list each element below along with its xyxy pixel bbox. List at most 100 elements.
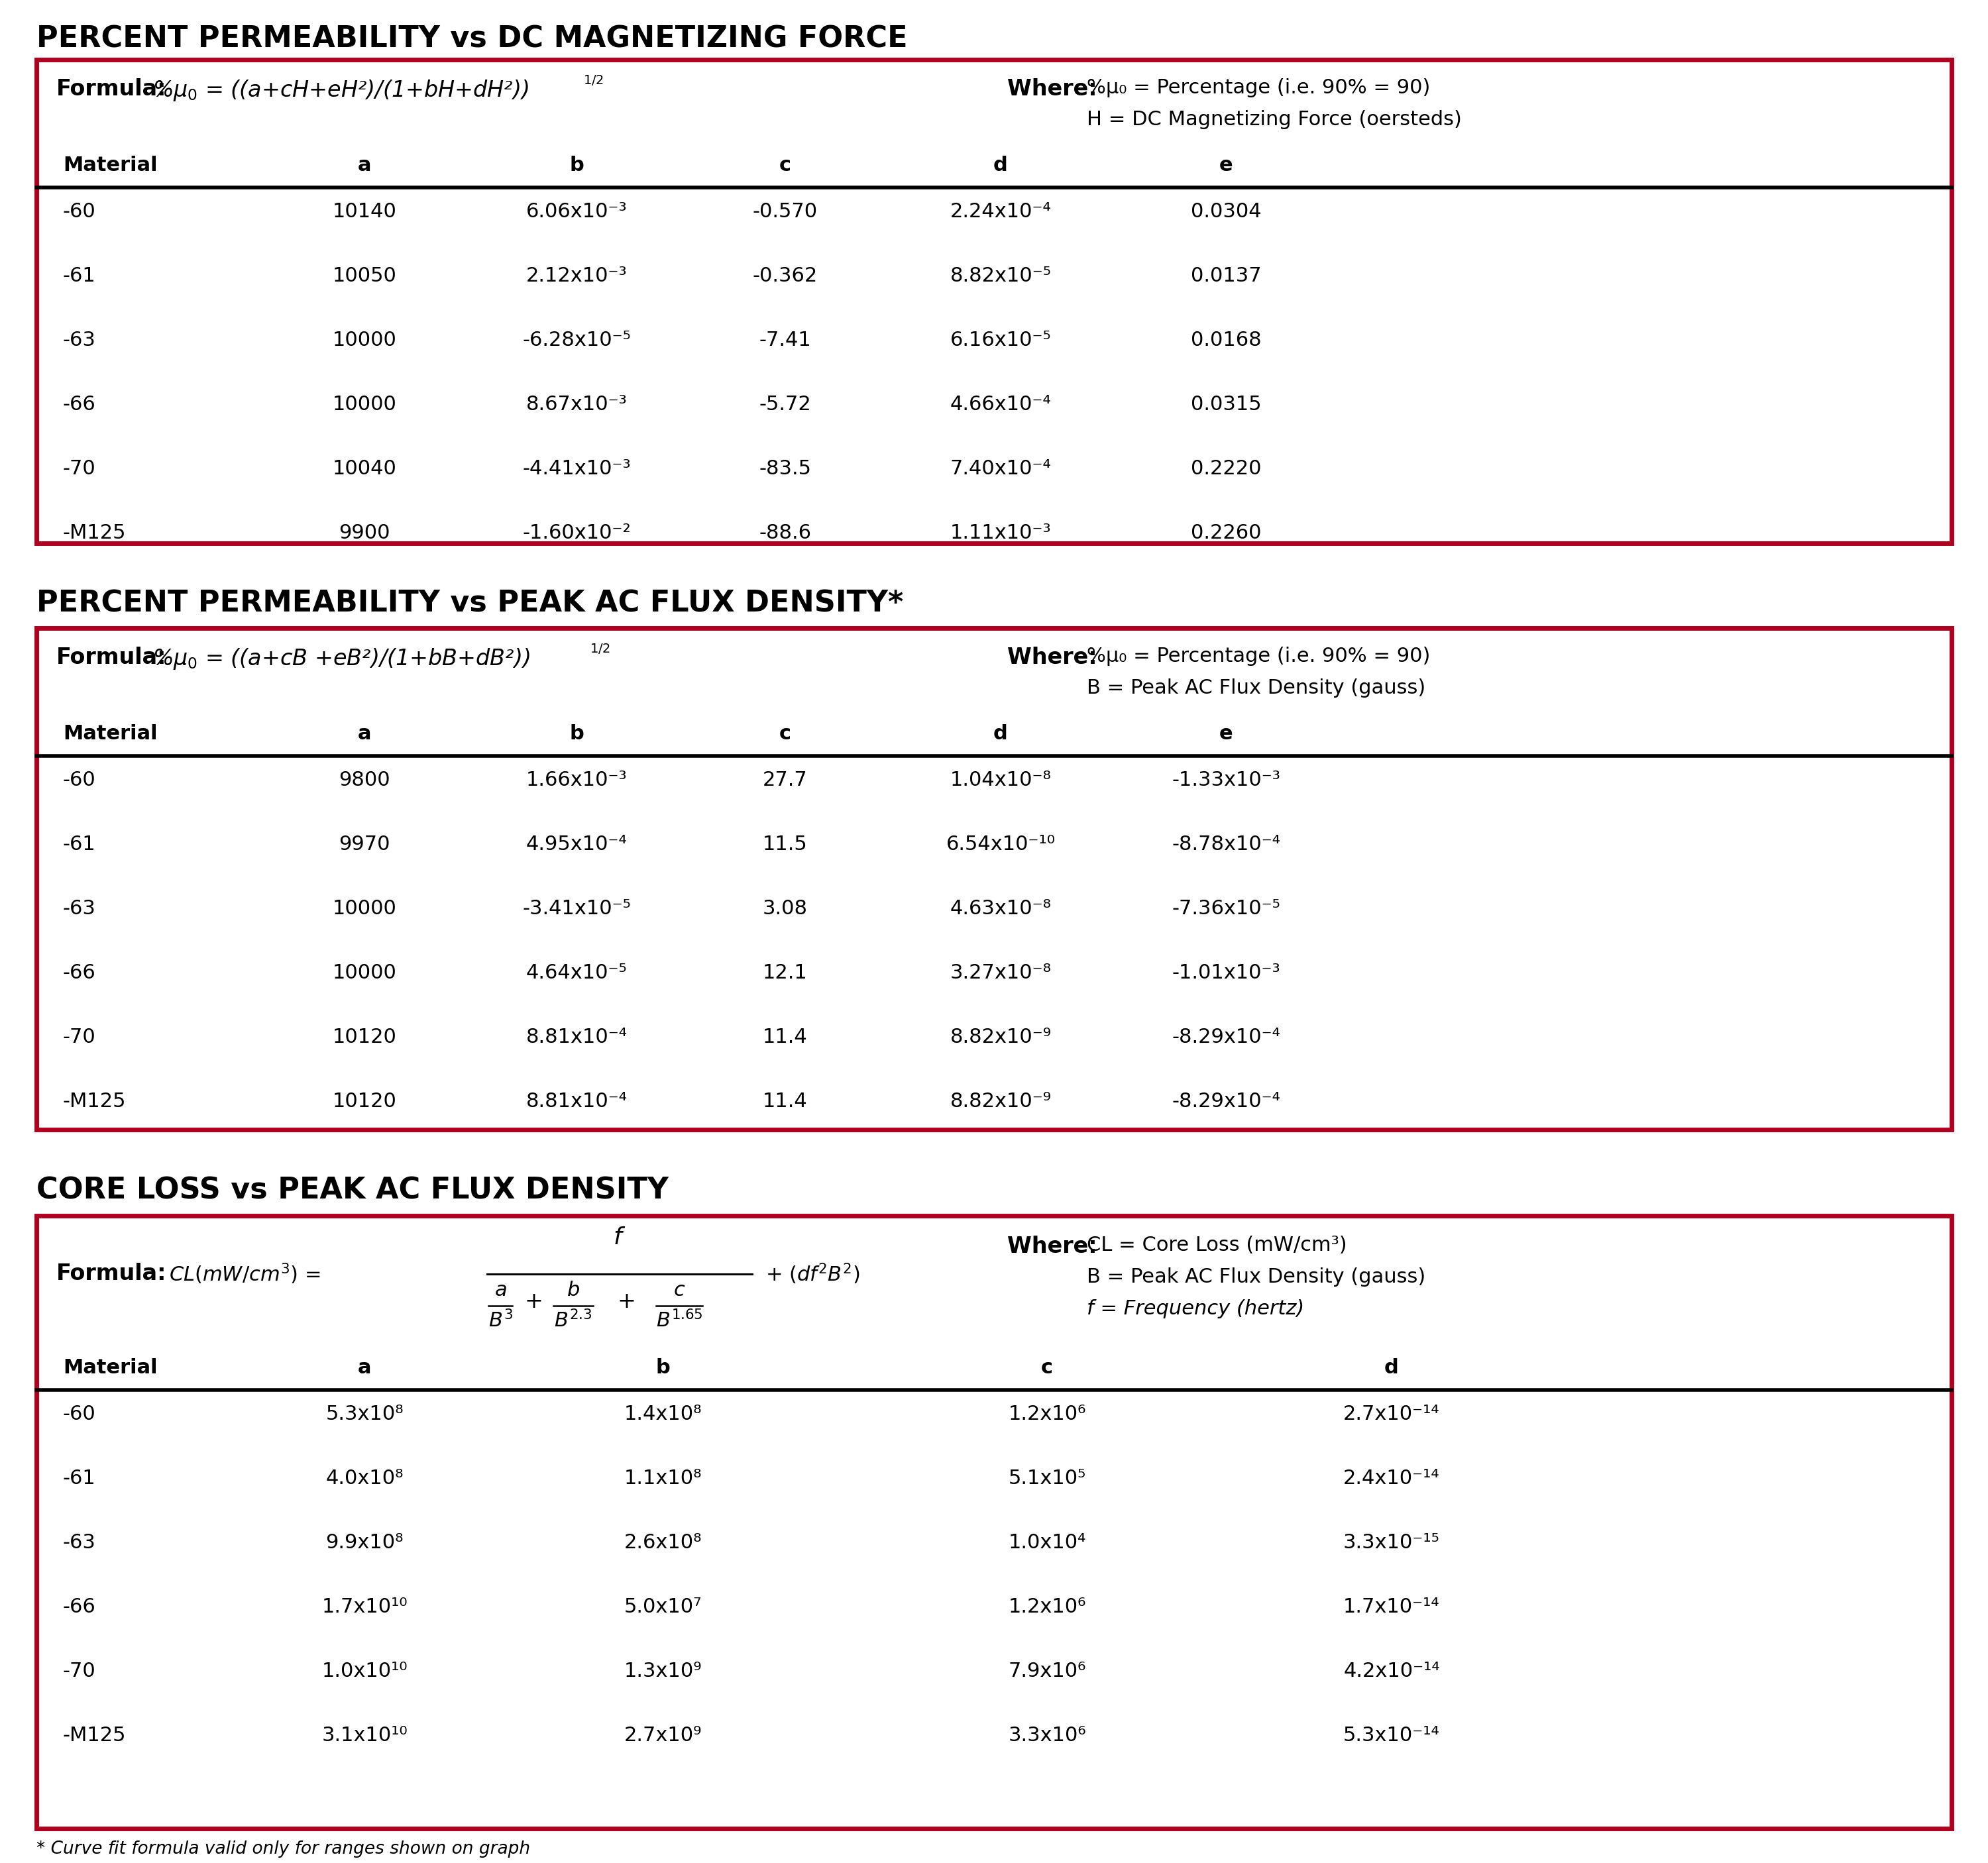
Text: 10120: 10120 bbox=[332, 1028, 396, 1047]
Text: 3.08: 3.08 bbox=[763, 900, 807, 918]
Text: $\mathit{a}$: $\mathit{a}$ bbox=[495, 1280, 507, 1300]
Text: 4.66x10⁻⁴: 4.66x10⁻⁴ bbox=[950, 395, 1052, 414]
Text: Where:: Where: bbox=[1008, 646, 1097, 669]
Text: 9.9x10⁸: 9.9x10⁸ bbox=[326, 1533, 404, 1552]
Text: 2.7x10⁻¹⁴: 2.7x10⁻¹⁴ bbox=[1344, 1405, 1439, 1423]
Text: B = Peak AC Flux Density (gauss): B = Peak AC Flux Density (gauss) bbox=[1087, 1267, 1425, 1287]
Text: e: e bbox=[1219, 156, 1233, 175]
Text: 4.95x10⁻⁴: 4.95x10⁻⁴ bbox=[527, 835, 626, 853]
Text: f = Frequency (hertz): f = Frequency (hertz) bbox=[1087, 1299, 1304, 1319]
Text: 0.2260: 0.2260 bbox=[1191, 524, 1260, 542]
Text: $\mathit{B}^3$: $\mathit{B}^3$ bbox=[489, 1310, 513, 1332]
Text: 0.0304: 0.0304 bbox=[1191, 201, 1260, 222]
Text: 3.3x10⁻¹⁵: 3.3x10⁻¹⁵ bbox=[1344, 1533, 1439, 1552]
Text: 0.0137: 0.0137 bbox=[1191, 266, 1260, 285]
Text: 4.2x10⁻¹⁴: 4.2x10⁻¹⁴ bbox=[1344, 1662, 1439, 1680]
Text: Formula:: Formula: bbox=[56, 1263, 167, 1285]
Text: Material: Material bbox=[64, 156, 157, 175]
Text: 0.2220: 0.2220 bbox=[1191, 458, 1260, 479]
Text: $\mathit{B}^{1.65}$: $\mathit{B}^{1.65}$ bbox=[656, 1310, 702, 1332]
Text: 1.66x10⁻³: 1.66x10⁻³ bbox=[527, 771, 626, 790]
Text: c: c bbox=[779, 156, 791, 175]
Text: 11.4: 11.4 bbox=[763, 1092, 807, 1110]
Text: 7.40x10⁻⁴: 7.40x10⁻⁴ bbox=[950, 458, 1052, 479]
Bar bbox=[36, 628, 1952, 1129]
Text: 1.0x10¹⁰: 1.0x10¹⁰ bbox=[322, 1662, 408, 1680]
Text: Formula:: Formula: bbox=[56, 646, 167, 669]
Text: 12.1: 12.1 bbox=[763, 963, 807, 982]
Bar bbox=[36, 1217, 1952, 1829]
Text: Formula:: Formula: bbox=[56, 78, 167, 101]
Text: Where:: Where: bbox=[1008, 1235, 1097, 1258]
Text: -70: -70 bbox=[64, 1028, 95, 1047]
Text: -M125: -M125 bbox=[64, 524, 127, 542]
Text: -M125: -M125 bbox=[64, 1725, 127, 1746]
Text: -6.28x10⁻⁵: -6.28x10⁻⁵ bbox=[523, 330, 630, 350]
Text: 6.06x10⁻³: 6.06x10⁻³ bbox=[527, 201, 626, 222]
Text: d: d bbox=[1384, 1358, 1400, 1377]
Text: 5.1x10⁵: 5.1x10⁵ bbox=[1008, 1468, 1085, 1489]
Text: -66: -66 bbox=[64, 395, 95, 414]
Text: d: d bbox=[994, 725, 1008, 743]
Text: %μ₀ = Percentage (i.e. 90% = 90): %μ₀ = Percentage (i.e. 90% = 90) bbox=[1087, 78, 1429, 97]
Text: B = Peak AC Flux Density (gauss): B = Peak AC Flux Density (gauss) bbox=[1087, 678, 1425, 697]
Text: -60: -60 bbox=[64, 1405, 95, 1423]
Text: -0.570: -0.570 bbox=[753, 201, 817, 222]
Text: +: + bbox=[525, 1291, 543, 1312]
Text: 11.5: 11.5 bbox=[763, 835, 807, 853]
Text: -63: -63 bbox=[64, 330, 95, 350]
Text: $\mathit{CL(mW / cm^3)}$ =: $\mathit{CL(mW / cm^3)}$ = bbox=[169, 1261, 320, 1285]
Text: 8.82x10⁻⁹: 8.82x10⁻⁹ bbox=[950, 1092, 1052, 1110]
Text: 1.04x10⁻⁸: 1.04x10⁻⁸ bbox=[950, 771, 1052, 790]
Text: d: d bbox=[994, 156, 1008, 175]
Text: 1.1x10⁸: 1.1x10⁸ bbox=[624, 1468, 702, 1489]
Text: 4.64x10⁻⁵: 4.64x10⁻⁵ bbox=[527, 963, 626, 982]
Text: b: b bbox=[656, 1358, 670, 1377]
Text: Material: Material bbox=[64, 725, 157, 743]
Text: -4.41x10⁻³: -4.41x10⁻³ bbox=[523, 458, 630, 479]
Text: + $\mathit{(df^2B^2)}$: + $\mathit{(df^2B^2)}$ bbox=[765, 1261, 861, 1285]
Text: 8.82x10⁻⁹: 8.82x10⁻⁹ bbox=[950, 1028, 1052, 1047]
Text: +: + bbox=[616, 1291, 636, 1312]
Text: 9800: 9800 bbox=[338, 771, 390, 790]
Text: -88.6: -88.6 bbox=[759, 524, 811, 542]
Text: 8.81x10⁻⁴: 8.81x10⁻⁴ bbox=[525, 1028, 628, 1047]
Text: 5.0x10⁷: 5.0x10⁷ bbox=[624, 1597, 702, 1617]
Text: $^{1/2}$: $^{1/2}$ bbox=[582, 76, 604, 95]
Text: 10000: 10000 bbox=[332, 900, 396, 918]
Text: a: a bbox=[358, 1358, 372, 1377]
Text: Where:: Where: bbox=[1008, 78, 1097, 101]
Text: 11.4: 11.4 bbox=[763, 1028, 807, 1047]
Text: -8.78x10⁻⁴: -8.78x10⁻⁴ bbox=[1171, 835, 1280, 853]
Text: 4.0x10⁸: 4.0x10⁸ bbox=[326, 1468, 404, 1489]
Text: -7.41: -7.41 bbox=[759, 330, 811, 350]
Text: 5.3x10⁸: 5.3x10⁸ bbox=[326, 1405, 404, 1423]
Text: * Curve fit formula valid only for ranges shown on graph: * Curve fit formula valid only for range… bbox=[36, 1841, 531, 1857]
Text: CL = Core Loss (mW/cm³): CL = Core Loss (mW/cm³) bbox=[1087, 1235, 1348, 1256]
Text: -1.33x10⁻³: -1.33x10⁻³ bbox=[1171, 771, 1280, 790]
Text: -60: -60 bbox=[64, 201, 95, 222]
Text: 6.16x10⁻⁵: 6.16x10⁻⁵ bbox=[950, 330, 1052, 350]
Text: -61: -61 bbox=[64, 1468, 95, 1489]
Text: 9900: 9900 bbox=[338, 524, 390, 542]
Text: 2.12x10⁻³: 2.12x10⁻³ bbox=[527, 266, 626, 285]
Text: -63: -63 bbox=[64, 1533, 95, 1552]
Text: 1.2x10⁶: 1.2x10⁶ bbox=[1008, 1597, 1085, 1617]
Text: 10000: 10000 bbox=[332, 395, 396, 414]
Text: -61: -61 bbox=[64, 835, 95, 853]
Text: 1.11x10⁻³: 1.11x10⁻³ bbox=[950, 524, 1052, 542]
Text: 3.1x10¹⁰: 3.1x10¹⁰ bbox=[322, 1725, 408, 1746]
Text: -83.5: -83.5 bbox=[759, 458, 811, 479]
Text: 8.82x10⁻⁵: 8.82x10⁻⁵ bbox=[950, 266, 1052, 285]
Text: c: c bbox=[1042, 1358, 1054, 1377]
Text: 1.2x10⁶: 1.2x10⁶ bbox=[1008, 1405, 1085, 1423]
Text: 2.6x10⁸: 2.6x10⁸ bbox=[624, 1533, 702, 1552]
Text: b: b bbox=[569, 725, 584, 743]
Text: 10000: 10000 bbox=[332, 330, 396, 350]
Text: 10040: 10040 bbox=[332, 458, 396, 479]
Text: 27.7: 27.7 bbox=[763, 771, 807, 790]
Text: -70: -70 bbox=[64, 1662, 95, 1680]
Text: %μ₀ = Percentage (i.e. 90% = 90): %μ₀ = Percentage (i.e. 90% = 90) bbox=[1087, 646, 1429, 665]
Text: 1.0x10⁴: 1.0x10⁴ bbox=[1008, 1533, 1085, 1552]
Text: H = DC Magnetizing Force (oersteds): H = DC Magnetizing Force (oersteds) bbox=[1087, 110, 1461, 129]
